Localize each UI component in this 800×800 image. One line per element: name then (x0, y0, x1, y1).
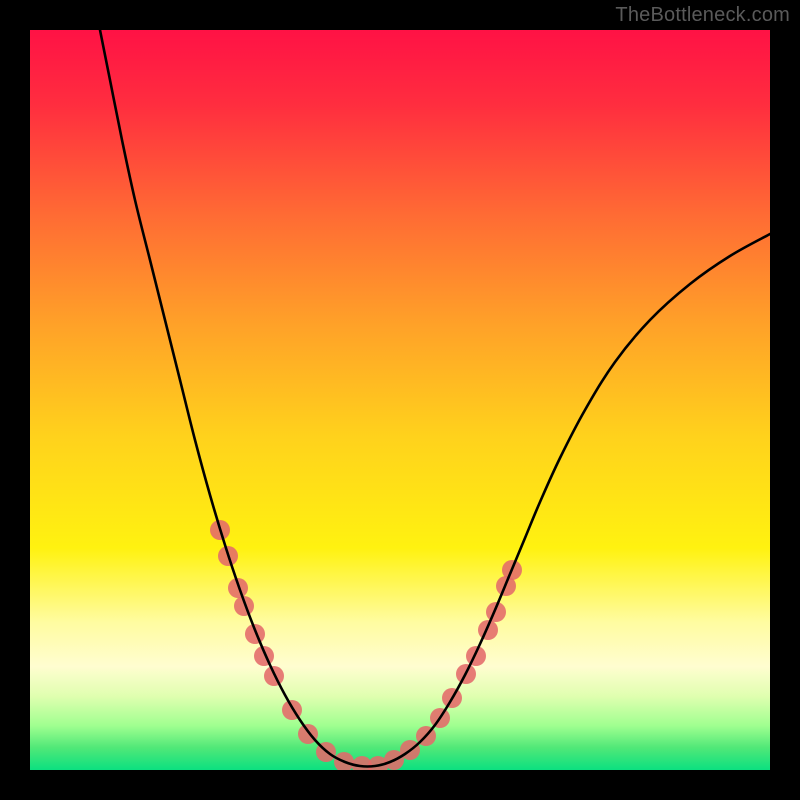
markers-group (210, 520, 522, 770)
curve-layer (30, 30, 770, 770)
data-marker (466, 646, 486, 666)
plot-area (30, 30, 770, 770)
bottleneck-curve (100, 30, 770, 767)
watermark-text: TheBottleneck.com (615, 4, 790, 27)
